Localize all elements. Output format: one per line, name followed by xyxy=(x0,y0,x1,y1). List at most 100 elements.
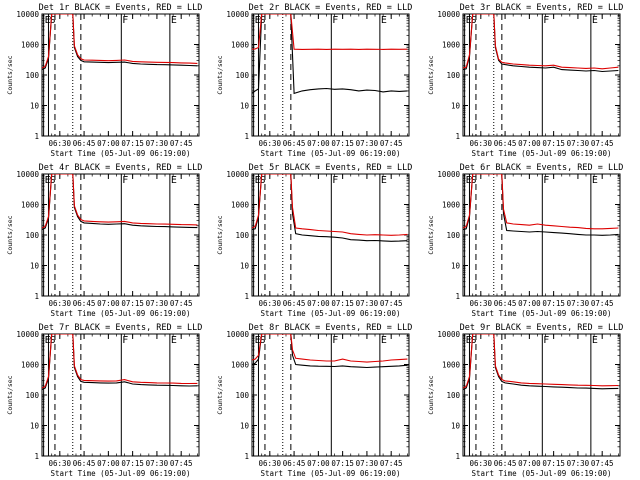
event-marker-label: E xyxy=(381,175,387,186)
x-tick-label: 07:15 xyxy=(542,139,565,148)
y-tick-label: 100 xyxy=(25,71,39,80)
plot-frame xyxy=(251,333,410,457)
x-tick-label: 07:30 xyxy=(567,139,590,148)
y-tick-label: 10000 xyxy=(16,170,39,179)
x-tick-label: 06:45 xyxy=(283,299,306,308)
event-marker-label: E xyxy=(466,335,472,346)
y-tick-label: 1000 xyxy=(21,201,40,210)
y-tick-label: 10 xyxy=(30,262,40,271)
x-axis-label: Start Time (05-Jul-09 06:19:00) xyxy=(472,469,612,478)
y-axis-label: Counts/sec xyxy=(427,375,435,414)
data-series-line xyxy=(252,174,408,242)
x-tick-label: 07:15 xyxy=(542,299,565,308)
event-marker-label: F xyxy=(543,15,549,26)
y-tick-label: 1 xyxy=(244,452,249,461)
event-marker-label: S xyxy=(259,335,265,346)
y-tick-label: 100 xyxy=(25,231,39,240)
plot-frame xyxy=(41,173,200,297)
x-tick-label: 07:00 xyxy=(307,299,330,308)
y-axis-label: Counts/sec xyxy=(6,55,14,94)
y-tick-label: 10000 xyxy=(16,10,39,19)
x-tick-label: 07:00 xyxy=(518,139,541,148)
event-marker-label: E xyxy=(592,335,598,346)
x-axis-label: Start Time (05-Jul-09 06:19:00) xyxy=(51,149,191,158)
x-tick-label: 07:15 xyxy=(331,299,354,308)
data-series-line xyxy=(252,14,408,50)
data-series-line xyxy=(463,14,619,73)
x-tick-label: 07:30 xyxy=(146,459,169,468)
x-tick-label: 07:15 xyxy=(542,459,565,468)
event-marker-label: E xyxy=(592,175,598,186)
y-tick-label: 10000 xyxy=(437,10,460,19)
x-tick-label: 07:30 xyxy=(146,139,169,148)
event-marker-label: F xyxy=(543,175,549,186)
x-tick-label: 07:00 xyxy=(97,459,120,468)
y-tick-label: 1000 xyxy=(231,201,250,210)
chart-title: Det 8r BLACK = Events, RED = LLD xyxy=(249,323,413,333)
event-marker-label: E xyxy=(45,15,51,26)
event-marker-label: F xyxy=(543,335,549,346)
data-series-line xyxy=(463,174,619,236)
plot-frame xyxy=(41,13,200,137)
chart-title: Det 7r BLACK = Events, RED = LLD xyxy=(39,323,203,333)
chart-title: Det 2r BLACK = Events, RED = LLD xyxy=(249,3,413,13)
data-series-line xyxy=(252,334,408,363)
chart-panel: Det 8r BLACK = Events, RED = LLD 1 10 100 10… xyxy=(216,323,412,478)
x-tick-label: 06:30 xyxy=(49,459,72,468)
data-series-line xyxy=(42,334,198,391)
y-tick-label: 100 xyxy=(235,391,249,400)
y-tick-label: 10 xyxy=(240,422,250,431)
x-tick-label: 06:45 xyxy=(73,299,96,308)
chart-panel: Det 7r BLACK = Events, RED = LLD 1 10 100 10… xyxy=(6,323,202,478)
data-series-line xyxy=(463,14,619,70)
x-tick-label: 06:45 xyxy=(73,139,96,148)
plot-frame xyxy=(251,13,410,137)
x-tick-label: 07:45 xyxy=(591,459,614,468)
chart-title: Det 5r BLACK = Events, RED = LLD xyxy=(249,163,413,173)
x-axis-label: Start Time (05-Jul-09 06:19:00) xyxy=(472,309,612,318)
y-tick-label: 10000 xyxy=(226,170,249,179)
y-tick-label: 10 xyxy=(240,262,250,271)
y-tick-label: 10 xyxy=(30,422,40,431)
plot-frame xyxy=(462,333,621,457)
event-marker-label: E xyxy=(171,175,177,186)
event-marker-label: S xyxy=(470,335,476,346)
event-marker-label: S xyxy=(49,335,55,346)
x-tick-label: 07:15 xyxy=(121,459,144,468)
x-tick-label: 07:30 xyxy=(567,299,590,308)
y-tick-label: 1 xyxy=(244,292,249,301)
y-tick-label: 1000 xyxy=(442,41,461,50)
event-marker-label: E xyxy=(381,335,387,346)
chart-panel: Det 1r BLACK = Events, RED = LLD 1 10 100 10… xyxy=(6,3,202,158)
y-tick-label: 1 xyxy=(34,452,39,461)
event-marker-label: E xyxy=(592,15,598,26)
data-series-line xyxy=(42,14,198,71)
x-tick-label: 06:45 xyxy=(494,139,517,148)
data-series-line xyxy=(463,174,619,230)
chart-title: Det 9r BLACK = Events, RED = LLD xyxy=(460,323,624,333)
x-tick-label: 07:30 xyxy=(356,299,379,308)
event-marker-label: S xyxy=(470,15,476,26)
x-tick-label: 07:45 xyxy=(591,139,614,148)
data-series-line xyxy=(463,334,619,389)
x-tick-label: 06:30 xyxy=(470,459,493,468)
plot-frame xyxy=(41,333,200,457)
x-tick-label: 07:00 xyxy=(307,459,330,468)
x-tick-label: 07:45 xyxy=(380,139,403,148)
y-tick-label: 1000 xyxy=(231,361,250,370)
event-marker-label: E xyxy=(466,175,472,186)
x-tick-label: 06:30 xyxy=(470,299,493,308)
x-axis-label: Start Time (05-Jul-09 06:19:00) xyxy=(472,149,612,158)
x-tick-label: 07:30 xyxy=(356,139,379,148)
x-tick-label: 07:45 xyxy=(170,299,193,308)
plot-frame xyxy=(462,13,621,137)
data-series-line xyxy=(42,174,198,229)
y-tick-label: 1000 xyxy=(442,201,461,210)
data-series-line xyxy=(252,14,408,95)
x-tick-label: 07:15 xyxy=(121,139,144,148)
data-series-line xyxy=(42,174,198,231)
x-tick-label: 06:45 xyxy=(283,139,306,148)
event-marker-label: E xyxy=(255,15,261,26)
data-series-line xyxy=(252,334,408,369)
x-tick-label: 06:45 xyxy=(73,459,96,468)
